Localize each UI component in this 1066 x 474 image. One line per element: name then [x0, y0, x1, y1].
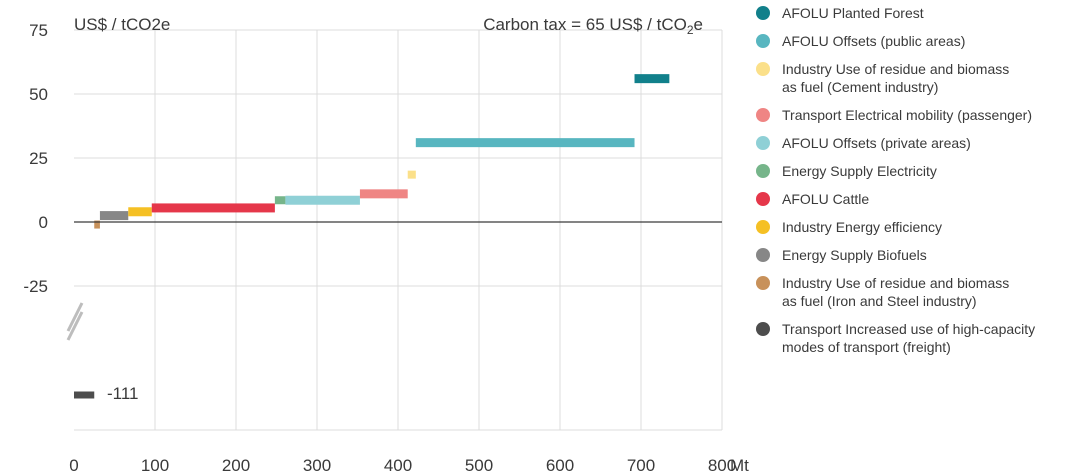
legend-swatch — [756, 62, 770, 76]
legend-swatch — [756, 220, 770, 234]
y-axis-unit: US$ / tCO2e — [74, 15, 170, 34]
legend-swatch — [756, 248, 770, 262]
legend-item: Industry Use of residue and biomass as f… — [756, 60, 1066, 96]
x-tick-label: 200 — [222, 456, 250, 474]
x-tick-label: 100 — [141, 456, 169, 474]
abatement-bar — [99, 211, 129, 221]
legend-swatch — [756, 164, 770, 178]
carbon-tax-annotation: Carbon tax = 65 US$ / tCO2e — [483, 15, 703, 37]
legend-label: Industry Energy efficiency — [782, 219, 943, 235]
x-tick-label: 400 — [384, 456, 412, 474]
abatement-bars — [74, 74, 670, 399]
y-tick-label: -25 — [23, 277, 48, 296]
legend-item: AFOLU Planted Forest — [756, 4, 1066, 22]
legend-label: Industry Use of residue and biomass as f… — [782, 61, 1010, 95]
x-tick-label: 0 — [69, 456, 78, 474]
outlier-value-label: -111 — [107, 384, 139, 403]
legend-label: AFOLU Offsets (private areas) — [782, 135, 971, 151]
legend-swatch — [756, 136, 770, 150]
axes — [66, 221, 722, 341]
abatement-bar — [94, 220, 100, 229]
y-tick-label: 25 — [29, 149, 48, 168]
legend-label: Industry Use of residue and biomass as f… — [782, 275, 1010, 309]
legend-label: Transport Electrical mobility (passenger… — [782, 107, 1033, 123]
macc-chart: 0 100 200 300 400 500 600 700 800 75 50 25 0 -25 US$ … — [23, 15, 752, 474]
legend-swatch — [756, 34, 770, 48]
legend-item: AFOLU Offsets (private areas) — [756, 134, 1066, 152]
legend-swatch — [756, 6, 770, 20]
legend-item: Transport Increased use of high-capacity… — [756, 320, 1066, 356]
x-tick-label: 500 — [465, 456, 493, 474]
legend-swatch — [756, 276, 770, 290]
y-tick-label: 75 — [29, 21, 48, 40]
legend-label: Energy Supply Electricity — [782, 163, 937, 179]
legend-item: Industry Energy efficiency — [756, 218, 1066, 236]
x-tick-label: 800 — [708, 456, 736, 474]
x-axis-unit: Mt CO2e — [730, 456, 752, 474]
legend-label: Energy Supply Biofuels — [782, 247, 927, 263]
abatement-bar — [285, 195, 360, 205]
legend-label: AFOLU Cattle — [782, 191, 870, 207]
grid-lines — [74, 29, 723, 431]
abatement-bar — [407, 170, 416, 179]
abatement-bar — [415, 138, 635, 148]
y-tick-label: 50 — [29, 85, 48, 104]
abatement-bar — [634, 74, 670, 84]
legend-item: AFOLU Offsets (public areas) — [756, 32, 1066, 50]
chart-legend: AFOLU Planted Forest AFOLU Offsets (publi… — [756, 4, 1066, 366]
abatement-bar — [274, 196, 286, 205]
legend-swatch — [756, 192, 770, 206]
legend-item: Industry Use of residue and biomass as f… — [756, 274, 1066, 310]
legend-label: Transport Increased use of high-capacity… — [782, 321, 1036, 355]
x-tick-label: 300 — [303, 456, 331, 474]
legend-label: AFOLU Offsets (public areas) — [782, 33, 966, 49]
legend-label: AFOLU Planted Forest — [782, 5, 924, 21]
legend-item: AFOLU Cattle — [756, 190, 1066, 208]
y-tick-label: 0 — [39, 213, 48, 232]
abatement-bar — [151, 203, 275, 213]
axis-break-mark — [66, 311, 84, 341]
abatement-bar — [128, 207, 152, 217]
tick-labels: 0 100 200 300 400 500 600 700 800 75 50 25 0 -25 — [23, 21, 736, 474]
x-tick-label: 600 — [546, 456, 574, 474]
abatement-bar — [359, 189, 408, 199]
legend-item: Energy Supply Electricity — [756, 162, 1066, 180]
legend-item: Energy Supply Biofuels — [756, 246, 1066, 264]
x-tick-label: 700 — [627, 456, 655, 474]
axis-break-mark — [66, 302, 84, 332]
legend-swatch — [756, 108, 770, 122]
abatement-bar — [74, 391, 95, 399]
legend-swatch — [756, 322, 770, 336]
legend-item: Transport Electrical mobility (passenger… — [756, 106, 1066, 124]
